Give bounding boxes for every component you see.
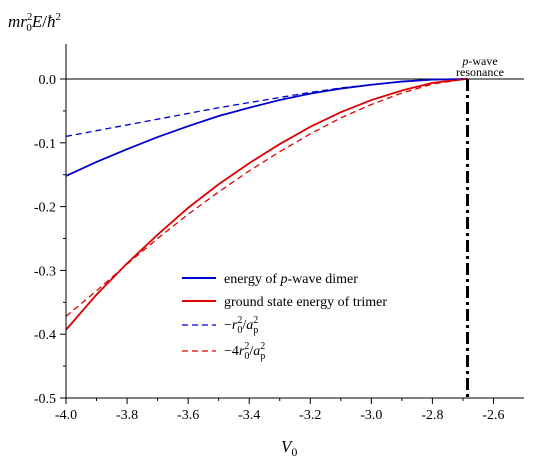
resonance-annotation-2: resonance [456,65,504,79]
series-line-1 [65,78,468,331]
legend-label-trimer: ground state energy of trimer [224,295,387,310]
series-line-0 [65,78,468,177]
y-tick-label: -0.5 [34,392,56,407]
x-tick-label: -3.6 [177,408,199,423]
legend-label-dimer: energy of p-wave dimer [224,272,358,287]
y-tick-label: -0.3 [34,264,56,279]
series-line-3 [65,78,468,317]
legend-label-4r2a2: −4r2 0/a2 p [224,341,265,362]
y-tick-label: -0.1 [34,137,56,152]
resonance-annotation: p-wave [461,54,497,68]
y-tick-label: -0.2 [34,201,56,216]
x-tick-label: -3.8 [116,408,138,423]
x-tick-label: -3.4 [238,408,260,423]
series-layer [65,78,468,331]
x-tick-label: -3.2 [299,408,321,423]
tick-layer: -4.0 -3.8 -3.6 -3.4 -3.2 -3.0 -2.8 -2.6 0.0 -0.1 -… [34,73,505,423]
y-tick-label: -0.4 [34,328,56,343]
x-axis-title: V0 [281,437,297,459]
x-tick-label: -2.6 [482,408,504,423]
y-axis-title: mr2 0E/ħ2 [8,11,61,34]
x-tick-label: -2.8 [421,408,443,423]
series-line-2 [65,78,468,138]
x-tick-label: -3.0 [360,408,382,423]
legend-label-r2a2: −r2 0/a2 p [224,315,258,336]
y-tick-label: 0.0 [39,73,57,88]
legend: energy of p-wave dimer ground state ener… [182,272,387,362]
x-tick-label: -4.0 [55,408,77,423]
